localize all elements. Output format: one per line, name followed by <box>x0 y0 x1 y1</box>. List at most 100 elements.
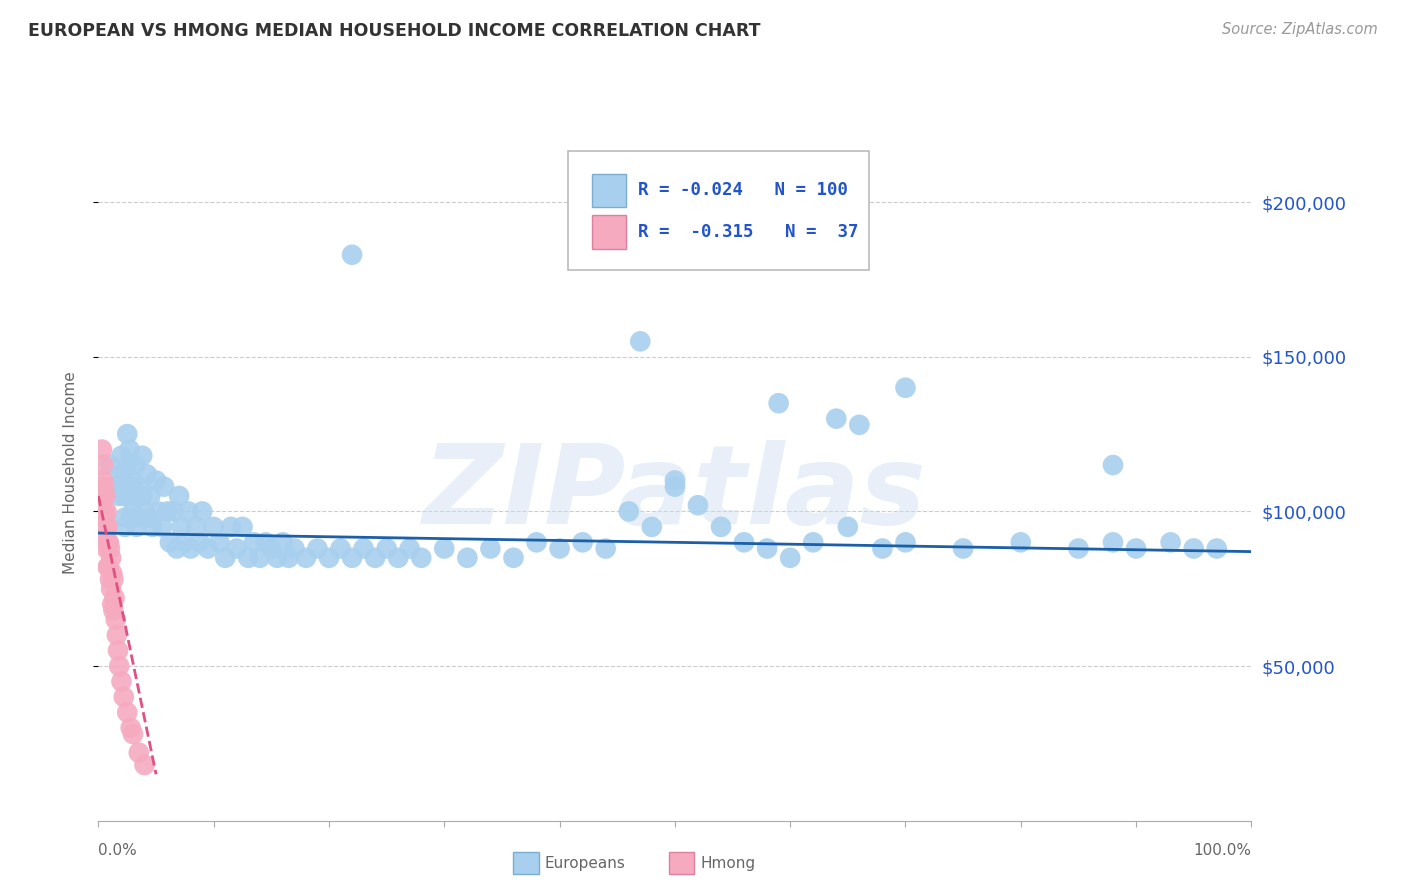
Point <box>479 541 502 556</box>
Bar <box>669 852 695 874</box>
Point <box>254 535 277 549</box>
Point <box>174 535 197 549</box>
Point <box>1067 541 1090 556</box>
Point <box>97 535 120 549</box>
Point <box>641 520 664 534</box>
Point <box>91 474 114 488</box>
Point <box>307 541 329 556</box>
Point <box>277 550 299 565</box>
Bar <box>592 174 627 207</box>
Point <box>266 550 288 565</box>
Point <box>548 541 571 556</box>
Point <box>756 541 779 556</box>
Point <box>122 504 145 518</box>
Point <box>364 550 387 565</box>
Point <box>96 504 118 518</box>
Point <box>837 520 859 534</box>
Bar <box>592 215 627 249</box>
Point <box>98 458 121 472</box>
Point <box>664 474 686 488</box>
Text: EUROPEAN VS HMONG MEDIAN HOUSEHOLD INCOME CORRELATION CHART: EUROPEAN VS HMONG MEDIAN HOUSEHOLD INCOM… <box>28 22 761 40</box>
Point <box>114 510 136 524</box>
Point <box>105 628 128 642</box>
Point <box>134 504 156 518</box>
Point <box>112 690 135 704</box>
Point <box>1182 541 1205 556</box>
Point <box>118 442 141 457</box>
Point <box>733 535 755 549</box>
Point <box>664 480 686 494</box>
Point <box>122 474 145 488</box>
Point <box>872 541 894 556</box>
Point <box>526 535 548 549</box>
Point <box>101 566 124 581</box>
Point <box>219 520 242 534</box>
Point <box>283 541 305 556</box>
Point <box>91 458 114 472</box>
Point <box>433 541 456 556</box>
Point <box>848 417 870 432</box>
Point <box>120 510 142 524</box>
Point <box>128 746 150 760</box>
Point <box>411 550 433 565</box>
Point <box>135 467 157 482</box>
Point <box>156 504 179 518</box>
Point <box>214 550 236 565</box>
Point <box>375 541 398 556</box>
Point <box>124 489 146 503</box>
Point <box>1102 535 1125 549</box>
Point <box>1102 458 1125 472</box>
Point <box>131 449 153 463</box>
Point <box>112 474 135 488</box>
Point <box>628 334 651 349</box>
Point <box>125 520 148 534</box>
Point <box>98 541 121 556</box>
Point <box>191 504 214 518</box>
Point <box>398 541 420 556</box>
Point <box>93 489 115 503</box>
Point <box>894 381 917 395</box>
Point <box>103 591 125 605</box>
Point <box>186 520 208 534</box>
Point <box>131 489 153 503</box>
Point <box>139 489 162 503</box>
Point <box>166 541 188 556</box>
Point <box>100 550 122 565</box>
Point <box>120 721 142 735</box>
Point <box>197 541 219 556</box>
Point <box>153 480 176 494</box>
Point <box>97 560 120 574</box>
Point <box>318 550 340 565</box>
Point <box>117 706 139 720</box>
Point <box>159 535 181 549</box>
Text: 0.0%: 0.0% <box>98 843 138 858</box>
Point <box>225 541 247 556</box>
Point <box>104 480 127 494</box>
Point <box>108 659 131 673</box>
Point <box>502 550 524 565</box>
Point <box>96 541 118 556</box>
Point <box>188 535 211 549</box>
Point <box>686 498 709 512</box>
Point <box>122 727 145 741</box>
Point <box>710 520 733 534</box>
Point <box>243 535 266 549</box>
Point <box>167 489 190 503</box>
Point <box>94 489 117 503</box>
Point <box>124 458 146 472</box>
Point <box>103 603 125 617</box>
Point <box>118 480 141 494</box>
Point <box>128 480 150 494</box>
Text: Europeans: Europeans <box>544 855 626 871</box>
Point <box>768 396 790 410</box>
Point <box>100 582 122 596</box>
Point <box>110 467 132 482</box>
Point <box>249 550 271 565</box>
Point <box>340 550 363 565</box>
Point <box>340 248 363 262</box>
Point <box>329 541 352 556</box>
Point <box>208 535 231 549</box>
Point <box>108 489 131 503</box>
Point <box>112 489 135 503</box>
Point <box>97 520 120 534</box>
